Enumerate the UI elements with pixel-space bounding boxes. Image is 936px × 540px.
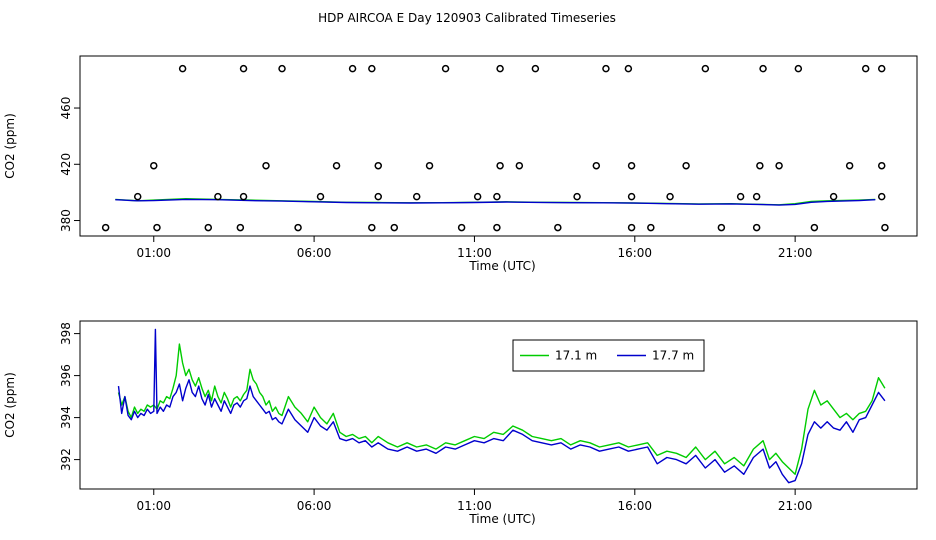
data-marker-circle xyxy=(493,192,501,201)
data-marker-circle xyxy=(881,223,889,232)
data-marker-circle xyxy=(348,64,357,73)
series-line-1 xyxy=(115,198,876,206)
x-tick-label: 06:00 xyxy=(297,246,332,260)
data-marker-circle xyxy=(752,192,761,201)
data-marker-circle xyxy=(666,192,674,201)
legend-label: 17.1 m xyxy=(555,349,597,363)
data-marker-circle xyxy=(316,192,325,201)
data-marker-circle xyxy=(133,192,142,201)
y-tick-label: 394 xyxy=(59,406,73,429)
data-marker-circle xyxy=(810,223,819,232)
data-marker-circle xyxy=(627,223,636,232)
series-line-17-7-m xyxy=(117,328,886,484)
y-tick-label: 392 xyxy=(59,448,73,471)
data-marker-circle xyxy=(829,192,838,201)
y-axis-label: CO2 (ppm) xyxy=(3,372,17,438)
data-marker-circle xyxy=(374,192,382,201)
data-marker-circle xyxy=(752,223,761,232)
data-marker-circle xyxy=(457,223,466,232)
data-marker-circle xyxy=(592,161,601,170)
y-tick-label: 460 xyxy=(59,97,73,120)
data-marker-circle xyxy=(153,223,161,232)
bottom-panel: 01:00 06:00 11:00 16:00 21:00 392 394 396 398 Tim… xyxy=(3,320,918,526)
data-marker-circle xyxy=(877,192,886,201)
data-marker-circle xyxy=(239,64,248,73)
legend-box xyxy=(512,339,705,372)
data-marker-circle xyxy=(214,192,222,201)
x-tick-label: 01:00 xyxy=(136,246,171,260)
data-marker-circle xyxy=(794,64,803,73)
data-marker-circle xyxy=(736,192,745,201)
data-marker-circle xyxy=(368,64,376,73)
data-marker-circle xyxy=(441,64,450,73)
y-tick-label: 420 xyxy=(59,153,73,176)
data-marker-circle xyxy=(845,161,854,170)
data-marker-circle xyxy=(294,223,302,232)
data-marker-circle xyxy=(236,223,245,232)
top-panel: 01:00 06:00 11:00 16:00 21:00 380 420 460 Time (… xyxy=(3,55,918,273)
data-marker-circle xyxy=(278,64,286,73)
data-marker-circle xyxy=(425,161,434,170)
data-marker-circle xyxy=(861,64,870,73)
data-marker-circle xyxy=(573,192,581,201)
data-marker-circle xyxy=(239,192,248,201)
x-tick-label: 11:00 xyxy=(457,246,492,260)
data-marker-circle xyxy=(877,64,886,73)
chart-title: HDP AIRCOA E Day 120903 Calibrated Times… xyxy=(318,11,616,25)
legend-label: 17.7 m xyxy=(652,349,694,363)
data-marker-circle xyxy=(554,223,562,232)
data-marker-circle xyxy=(602,64,610,73)
data-marker-circle xyxy=(531,64,540,73)
x-tick-label: 11:00 xyxy=(457,499,492,513)
data-marker-circle xyxy=(775,161,783,170)
data-marker-circle xyxy=(624,64,633,73)
x-tick-label: 21:00 xyxy=(778,499,813,513)
data-marker-circle xyxy=(493,223,501,232)
x-axis-label: Time (UTC) xyxy=(468,512,535,526)
y-axis-label: CO2 (ppm) xyxy=(3,113,17,179)
data-marker-circle xyxy=(647,223,655,232)
data-marker-circle xyxy=(759,64,767,73)
data-marker-circle xyxy=(412,192,421,201)
data-marker-circle xyxy=(262,161,270,170)
data-marker-circle xyxy=(877,161,886,170)
data-marker-circle xyxy=(627,192,636,201)
data-marker-circle xyxy=(627,161,636,170)
x-tick-label: 06:00 xyxy=(297,499,332,513)
data-marker-circle xyxy=(332,161,341,170)
series-line-17-1-m xyxy=(117,343,886,475)
x-tick-label: 21:00 xyxy=(778,246,813,260)
plot-frame xyxy=(79,55,918,237)
x-tick-label: 16:00 xyxy=(617,246,652,260)
data-marker-circle xyxy=(178,64,187,73)
y-tick-label: 398 xyxy=(59,322,73,345)
data-marker-circle xyxy=(101,223,110,232)
x-tick-label: 16:00 xyxy=(617,499,652,513)
y-tick-label: 380 xyxy=(59,209,73,232)
data-marker-circle xyxy=(515,161,524,170)
x-axis-label: Time (UTC) xyxy=(468,259,535,273)
data-marker-circle xyxy=(368,223,376,232)
x-tick-label: 01:00 xyxy=(136,499,171,513)
data-marker-circle xyxy=(682,161,690,170)
data-marker-circle xyxy=(374,161,382,170)
data-marker-circle xyxy=(717,223,726,232)
y-tick-label: 396 xyxy=(59,364,73,387)
data-marker-circle xyxy=(150,161,158,170)
data-marker-circle xyxy=(496,64,504,73)
data-marker-circle xyxy=(204,223,213,232)
data-marker-circle xyxy=(756,161,764,170)
plot-frame xyxy=(79,320,918,490)
data-marker-circle xyxy=(496,161,504,170)
data-marker-circle xyxy=(390,223,399,232)
data-marker-circle xyxy=(701,64,710,73)
data-marker-circle xyxy=(473,192,482,201)
